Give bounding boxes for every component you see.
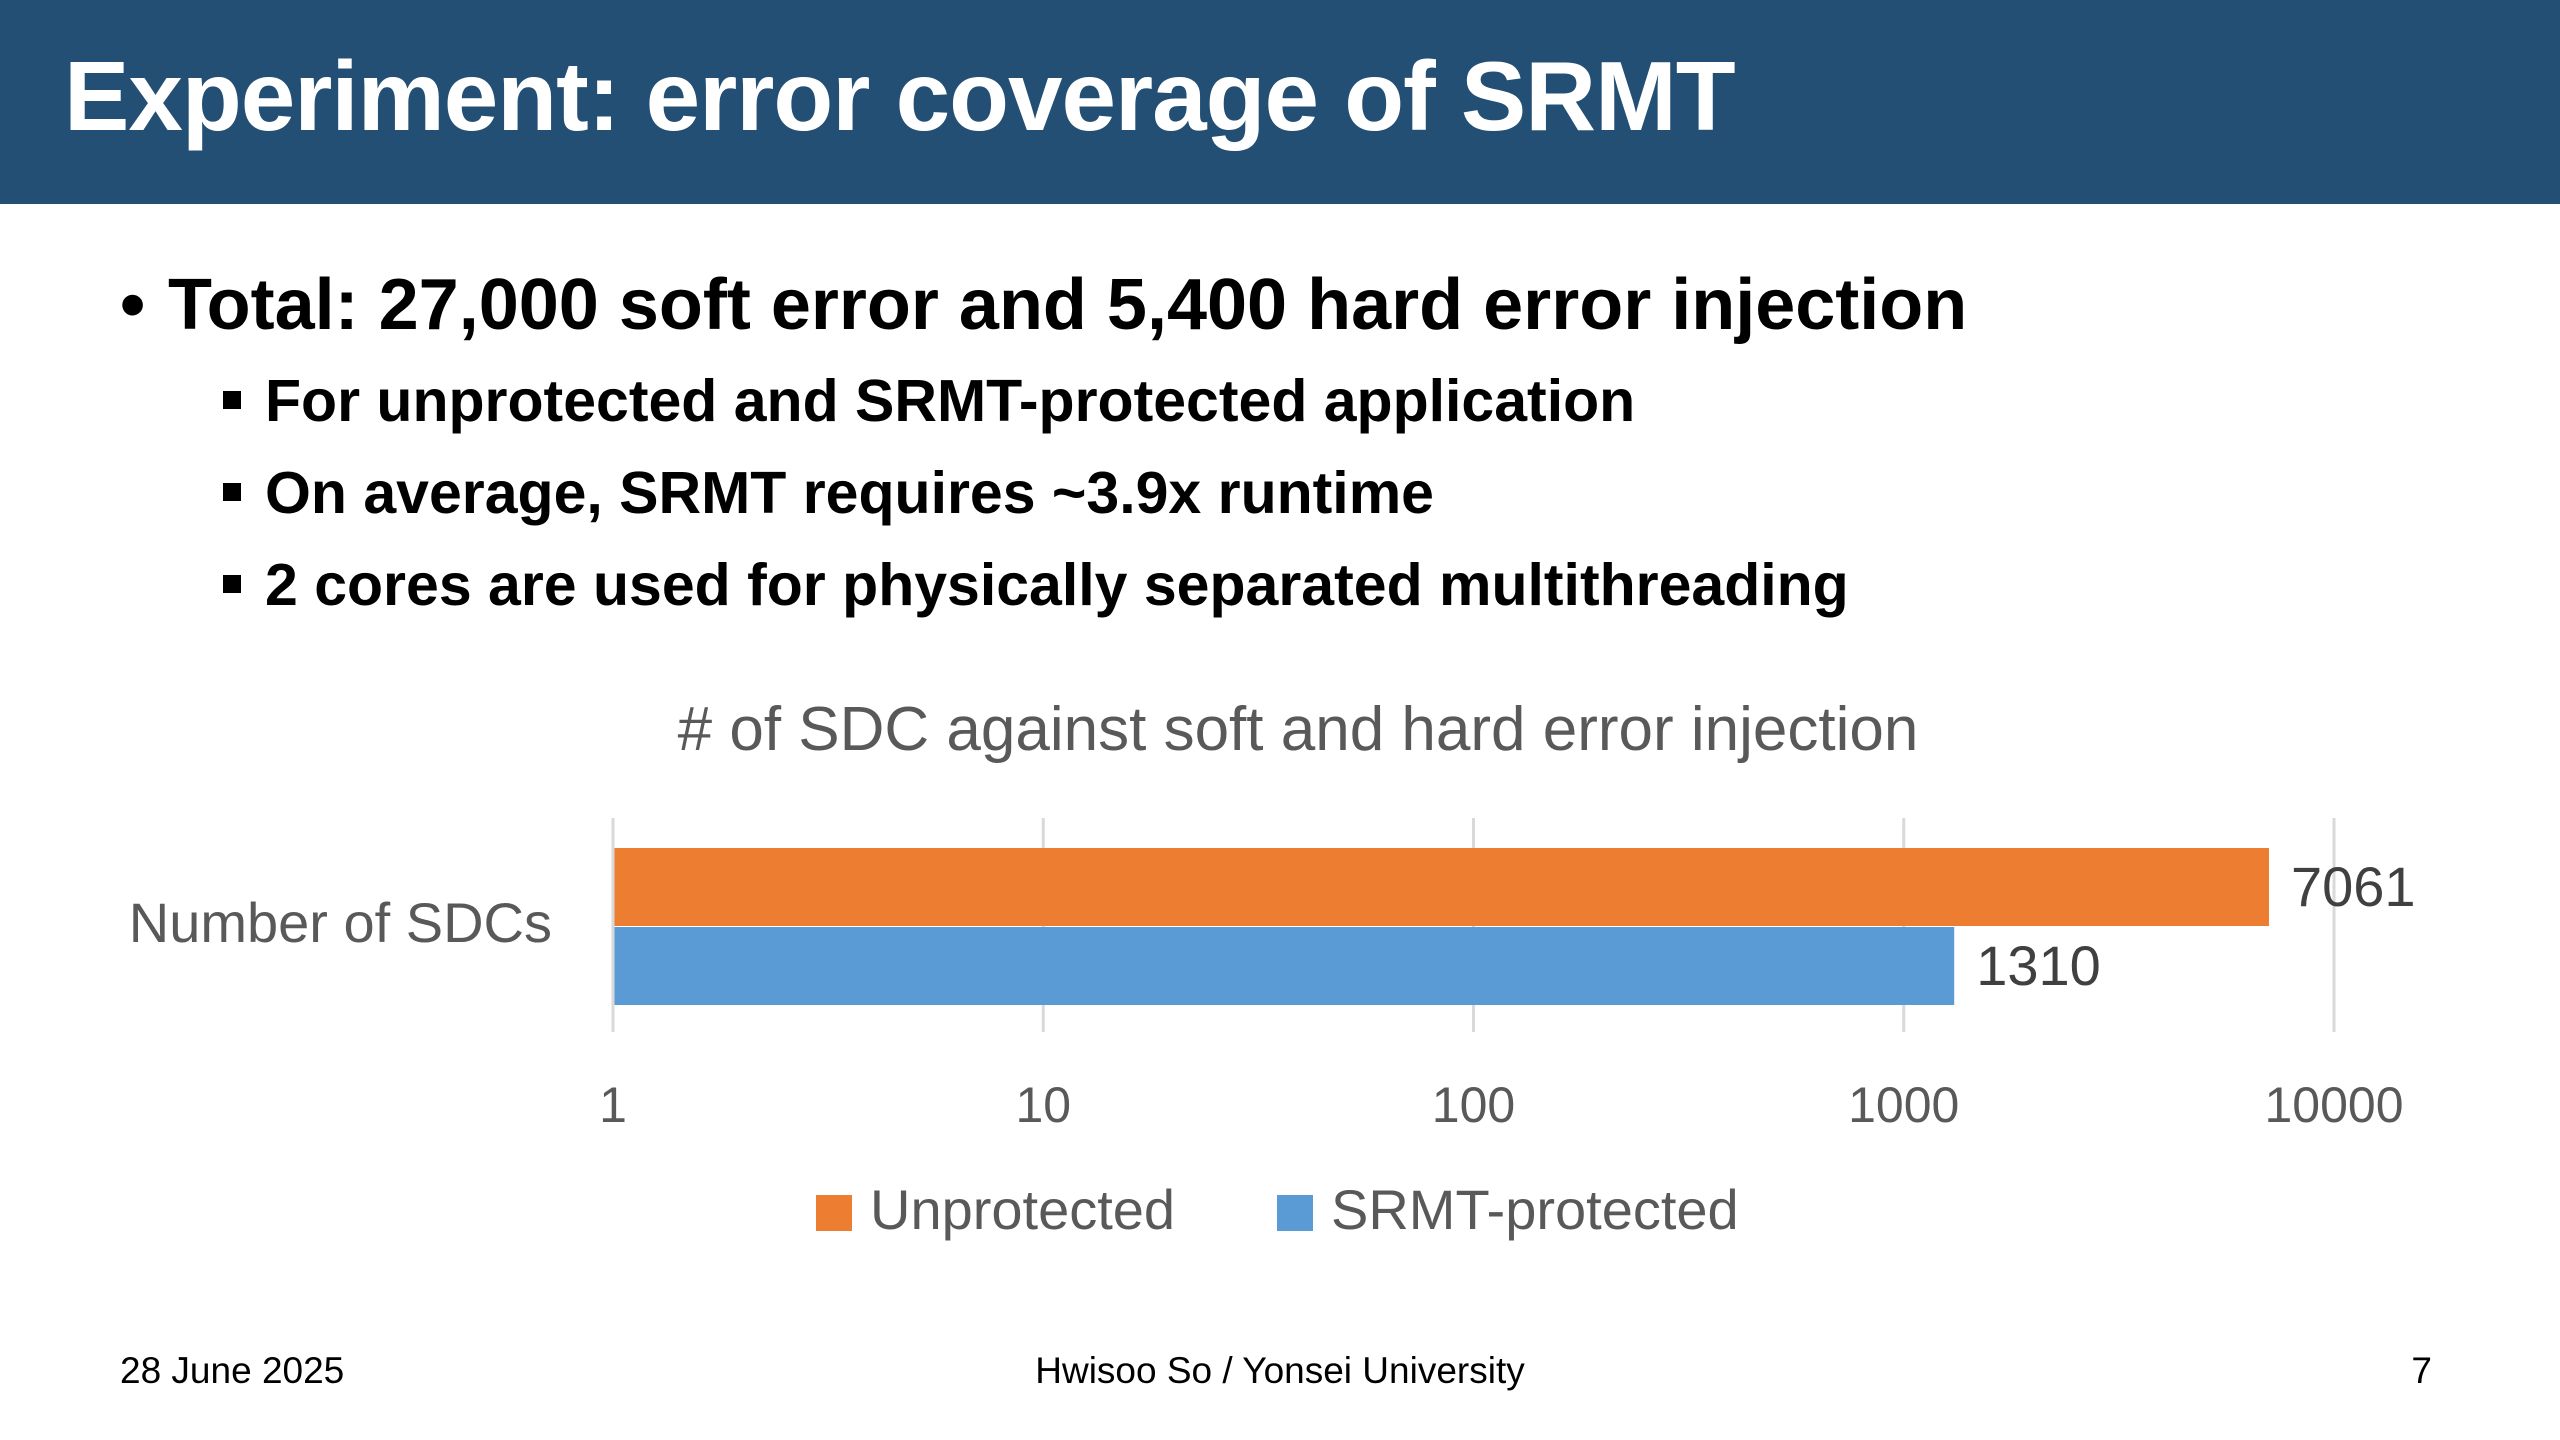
- slide-title: Experiment: error coverage of SRMT: [64, 41, 1736, 151]
- bar-srmt-protected: [613, 927, 1955, 1005]
- sub-bullet: For unprotected and SRMT-protected appli…: [120, 355, 2420, 447]
- bullet-list: • Total: 27,000 soft error and 5,400 har…: [120, 255, 2420, 631]
- bullet-dot-icon: •: [120, 265, 146, 345]
- legend-swatch: [816, 1195, 852, 1231]
- sub-bullet-text: 2 cores are used for physically separate…: [265, 552, 1849, 618]
- chart-area: # of SDC against soft and hard error inj…: [0, 680, 2560, 1280]
- sub-bullet-text: On average, SRMT requires ~3.9x runtime: [265, 460, 1434, 526]
- sdc-bar-chart: # of SDC against soft and hard error inj…: [129, 695, 2416, 1241]
- square-bullet-icon: [223, 391, 241, 409]
- sub-bullet: 2 cores are used for physically separate…: [120, 539, 2420, 631]
- footer-date: 28 June 2025: [120, 1350, 345, 1391]
- square-bullet-icon: [223, 483, 241, 501]
- title-bar: Experiment: error coverage of SRMT: [0, 0, 2560, 204]
- footer-page-number: 7: [2411, 1350, 2432, 1391]
- x-tick-label: 1000: [1848, 1077, 1959, 1133]
- x-tick-label: 1: [599, 1077, 627, 1133]
- legend-label: SRMT-protected: [1331, 1178, 1739, 1241]
- bullet-main-text: Total: 27,000 soft error and 5,400 hard …: [168, 265, 1968, 345]
- chart-title: # of SDC against soft and hard error inj…: [678, 695, 1919, 764]
- x-tick-label: 100: [1432, 1077, 1515, 1133]
- bar-unprotected: [613, 848, 2269, 926]
- category-label: Number of SDCs: [129, 891, 552, 954]
- legend-swatch: [1277, 1195, 1313, 1231]
- sub-bullet-text: For unprotected and SRMT-protected appli…: [265, 368, 1636, 434]
- x-tick-label: 10000: [2264, 1077, 2403, 1133]
- bullet-main: • Total: 27,000 soft error and 5,400 har…: [120, 255, 2420, 355]
- legend-label: Unprotected: [870, 1178, 1175, 1241]
- square-bullet-icon: [223, 575, 241, 593]
- data-label: 7061: [2291, 855, 2416, 918]
- x-tick-label: 10: [1015, 1077, 1071, 1133]
- footer-author: Hwisoo So / Yonsei University: [1035, 1350, 1525, 1391]
- data-label: 1310: [1976, 934, 2101, 997]
- sub-bullet: On average, SRMT requires ~3.9x runtime: [120, 447, 2420, 539]
